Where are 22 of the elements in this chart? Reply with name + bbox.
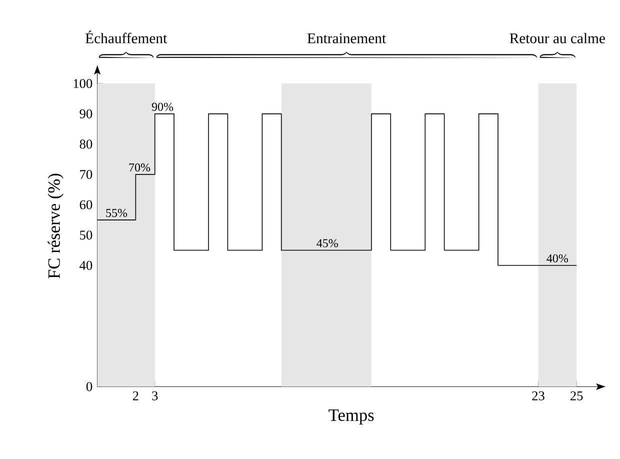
text: Échauffement: [86, 30, 168, 44]
x-tick-label: 25: [570, 392, 583, 400]
x-tick-label: 2: [132, 392, 138, 400]
text: Entrainement: [307, 34, 386, 44]
annotation: 90%: [152, 102, 174, 112]
annotation: 40%: [546, 254, 568, 263]
y-tick-label: 50: [80, 230, 92, 240]
y-tick-label: 70: [80, 170, 92, 180]
x-axis-title: Temps: [328, 410, 374, 425]
x-tick-label: 3: [152, 392, 158, 400]
annotation: 45%: [316, 239, 338, 248]
x-tick-label: 23: [532, 392, 544, 400]
annotation: 70%: [129, 164, 150, 172]
y-tick-label: 100: [74, 79, 92, 88]
y-tick-label: 40: [80, 261, 92, 270]
annotation: 55%: [106, 209, 128, 218]
y-tick-label: 0: [86, 382, 92, 392]
y-axis-title: FC réserve (%): [48, 174, 64, 279]
text: Retour au calme: [510, 33, 605, 44]
y-tick-label: 60: [80, 200, 92, 210]
y-tick-label: 80: [80, 140, 92, 149]
y-tick-label: 90: [80, 110, 92, 118]
